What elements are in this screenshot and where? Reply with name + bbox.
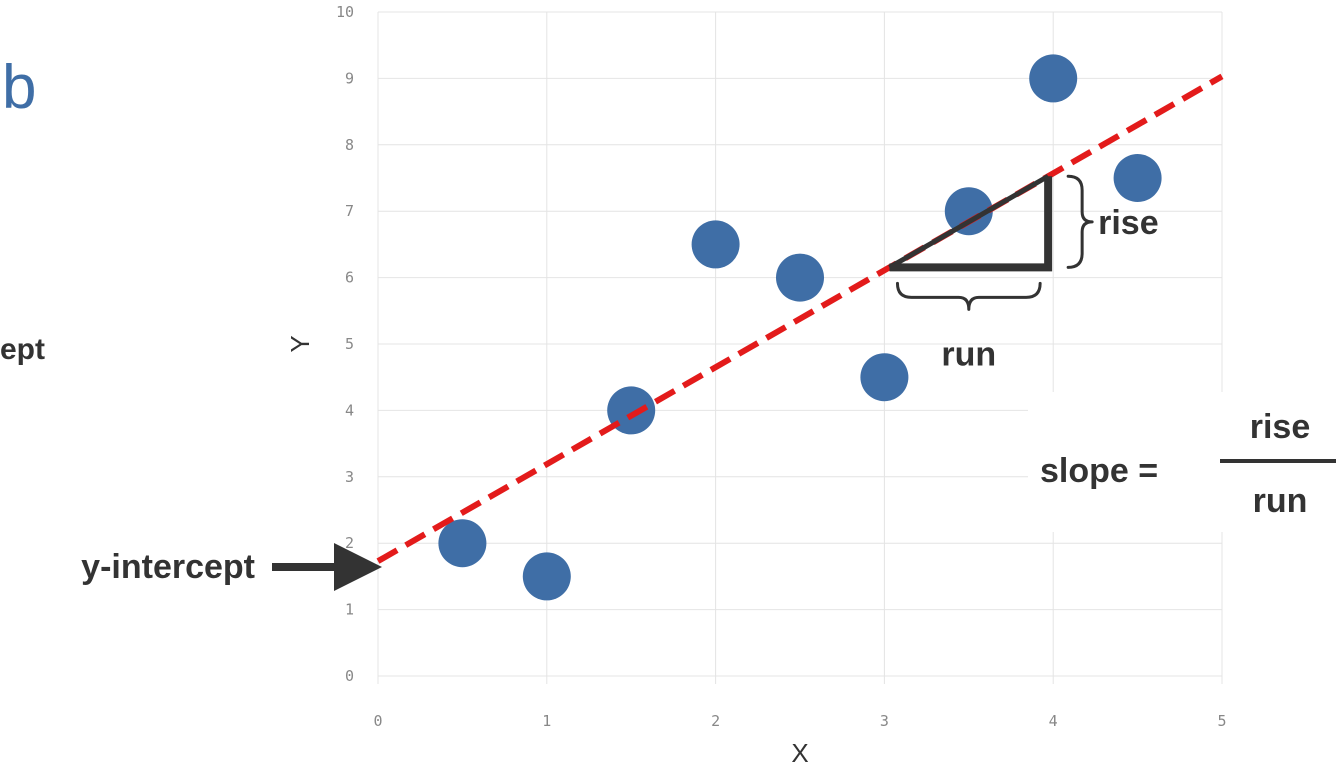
y-tick-label: 9 bbox=[345, 69, 354, 87]
x-axis-title: X bbox=[791, 738, 808, 765]
data-point bbox=[944, 187, 993, 236]
slope-triangle bbox=[888, 174, 1053, 272]
y-intercept-label: y-intercept bbox=[81, 548, 255, 586]
x-tick-label: 0 bbox=[373, 712, 382, 730]
formula-b-fragment: b bbox=[2, 53, 36, 122]
y-tick-label: 2 bbox=[345, 534, 354, 552]
trend-line bbox=[376, 73, 1224, 564]
y-axis-title: Y bbox=[285, 335, 315, 352]
data-point bbox=[1029, 54, 1078, 103]
rise-brace bbox=[1066, 174, 1094, 269]
x-tick-label: 4 bbox=[1049, 712, 1058, 730]
y-intercept-annotation: y-intercept bbox=[81, 535, 382, 591]
data-point bbox=[691, 220, 740, 269]
data-point bbox=[438, 519, 487, 568]
data-point bbox=[776, 253, 824, 302]
slope-denominator: run bbox=[1253, 482, 1308, 520]
y-tick-label: 7 bbox=[345, 202, 354, 220]
grid bbox=[377, 11, 1223, 684]
data-points bbox=[438, 54, 1162, 601]
data-point bbox=[607, 386, 656, 435]
x-tick-label: 3 bbox=[880, 712, 889, 730]
triangle-hypotenuse bbox=[888, 174, 1050, 270]
x-tick-label: 2 bbox=[711, 712, 720, 730]
y-tick-label: 6 bbox=[345, 269, 354, 287]
slope-formula: slope = rise run bbox=[1028, 392, 1336, 532]
run-label: run bbox=[941, 335, 996, 373]
y-tick-label: 0 bbox=[345, 667, 354, 685]
data-point bbox=[522, 552, 571, 601]
y-tick-label: 4 bbox=[345, 401, 354, 419]
rise-label: rise bbox=[1098, 204, 1159, 242]
run-brace bbox=[895, 281, 1042, 311]
y-tick-label: 10 bbox=[336, 3, 354, 21]
y-tick-label: 1 bbox=[345, 601, 354, 619]
x-tick-label: 1 bbox=[542, 712, 551, 730]
x-tick-label: 5 bbox=[1217, 712, 1226, 730]
data-point bbox=[1113, 154, 1162, 202]
y-tick-label: 8 bbox=[345, 136, 354, 154]
data-point bbox=[860, 353, 909, 402]
triangle-legs bbox=[889, 176, 1053, 272]
tick-labels: 0 1 2 3 4 5 6 7 8 9 10 0 1 2 3 4 5 bbox=[336, 3, 1227, 730]
label-ept-fragment: ept bbox=[0, 333, 45, 366]
slope-numerator: rise bbox=[1250, 408, 1311, 446]
y-tick-label: 3 bbox=[345, 468, 354, 486]
y-tick-label: 5 bbox=[345, 335, 354, 353]
slope-formula-prefix: slope = bbox=[1040, 452, 1158, 490]
